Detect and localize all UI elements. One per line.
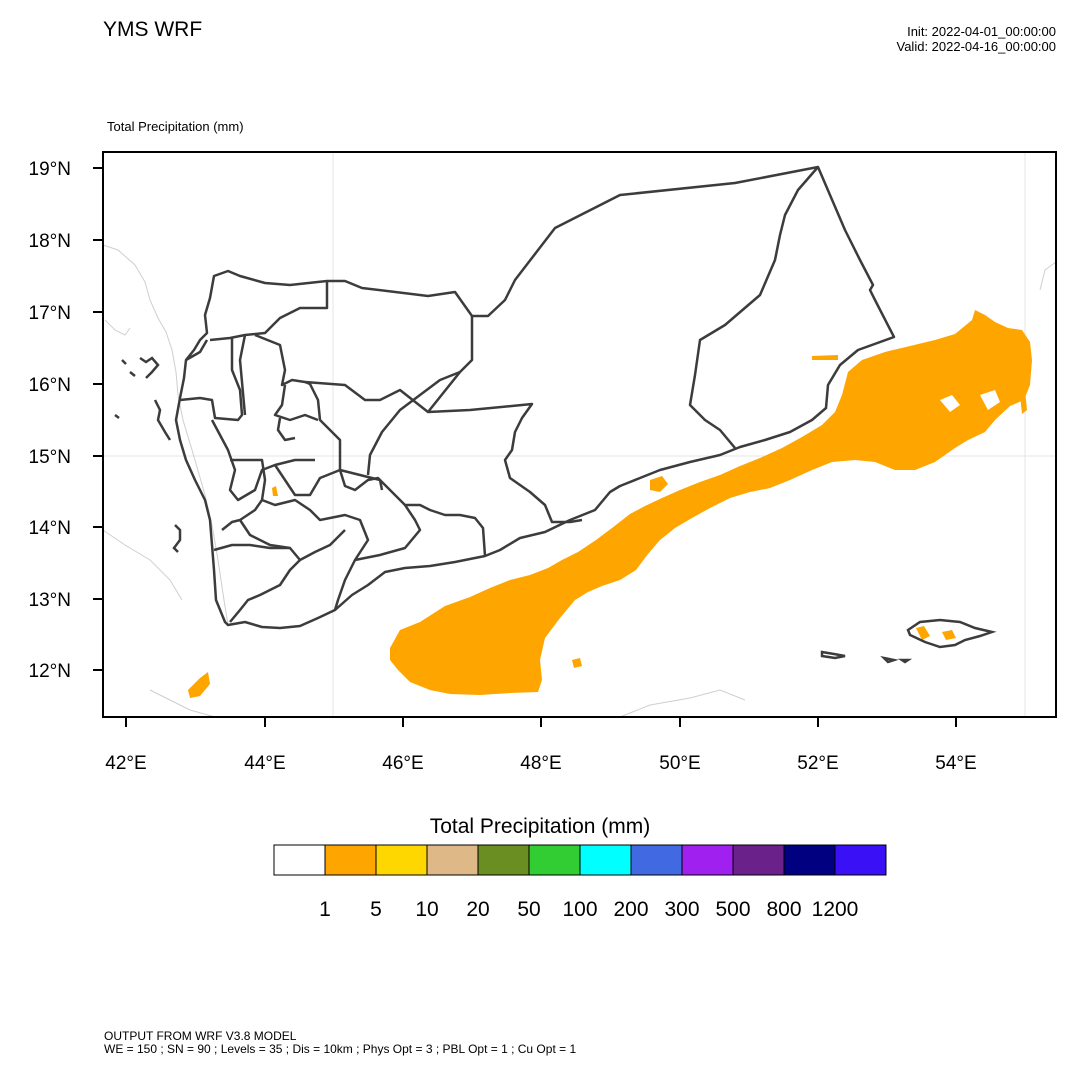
labelbar-title: Total Precipitation (mm) bbox=[429, 815, 651, 838]
model-footer: OUTPUT FROM WRF V3.8 MODEL WE = 150 ; SN… bbox=[104, 1030, 576, 1056]
islands bbox=[114, 356, 997, 664]
country-outline bbox=[174, 165, 896, 630]
lat-label: 13°N bbox=[29, 590, 71, 611]
lat-label: 15°N bbox=[29, 447, 71, 468]
labelbar-tick-label: 10 bbox=[415, 898, 438, 921]
labelbar-tick-label: 1200 bbox=[812, 898, 859, 921]
field-subtitle: Total Precipitation (mm) bbox=[107, 119, 244, 134]
labelbar-box bbox=[375, 844, 428, 876]
lon-label: 50°E bbox=[659, 753, 700, 774]
precip-patch-h bbox=[1020, 390, 1027, 414]
lon-label: 46°E bbox=[382, 753, 423, 774]
lon-label: 44°E bbox=[244, 753, 285, 774]
precip-main-band bbox=[390, 310, 1032, 695]
lon-label: 48°E bbox=[520, 753, 561, 774]
labelbar-tick-label: 200 bbox=[613, 898, 648, 921]
axis-ticks bbox=[93, 167, 957, 727]
labelbar-box bbox=[834, 844, 887, 876]
lon-label: 52°E bbox=[797, 753, 838, 774]
labelbar-box bbox=[477, 844, 530, 876]
precipitation-areas bbox=[188, 310, 1032, 698]
plot-title: YMS WRF bbox=[103, 18, 203, 41]
valid-time: Valid: 2022-04-16_00:00:00 bbox=[896, 39, 1057, 54]
labelbar-tick-label: 5 bbox=[370, 898, 382, 921]
labelbar-tick-label: 500 bbox=[715, 898, 750, 921]
lat-label: 16°N bbox=[29, 375, 71, 396]
labelbar-tick-label: 300 bbox=[664, 898, 699, 921]
labelbar-box bbox=[732, 844, 785, 876]
labelbar-tick-label: 50 bbox=[517, 898, 540, 921]
lat-label: 17°N bbox=[29, 303, 71, 324]
labelbar-tick-label: 100 bbox=[562, 898, 597, 921]
map-frame bbox=[102, 151, 1057, 718]
precip-patch-g bbox=[272, 486, 278, 496]
init-valid-times: Init: 2022-04-01_00:00:00 Valid: 2022-04… bbox=[897, 24, 1057, 54]
precip-patch-e bbox=[916, 626, 930, 640]
labelbar-box bbox=[630, 844, 683, 876]
precip-patch-c bbox=[572, 658, 582, 668]
labelbar-box bbox=[783, 844, 836, 876]
lon-label: 54°E bbox=[935, 753, 976, 774]
precip-patch-a bbox=[812, 355, 838, 360]
precip-patch-d bbox=[188, 672, 210, 698]
precip-patch-b bbox=[650, 476, 668, 492]
lon-label: 42°E bbox=[105, 753, 146, 774]
labelbar-box bbox=[426, 844, 479, 876]
footer-model-line: OUTPUT FROM WRF V3.8 MODEL bbox=[104, 1029, 297, 1043]
labelbar-box bbox=[273, 844, 326, 876]
coastlines bbox=[102, 244, 1057, 718]
precip-patch-f bbox=[942, 630, 956, 640]
lat-label: 19°N bbox=[29, 159, 71, 180]
labelbar-labels: 1 5 10 20 50 100 200 300 500 800 1200 bbox=[319, 898, 858, 921]
labelbar-tick-label: 800 bbox=[766, 898, 801, 921]
lat-label: 14°N bbox=[29, 518, 71, 539]
init-time: Init: 2022-04-01_00:00:00 bbox=[907, 24, 1056, 39]
labelbar-box bbox=[528, 844, 581, 876]
labelbar-tick-label: 1 bbox=[319, 898, 331, 921]
lat-label: 18°N bbox=[29, 231, 71, 252]
labelbar-boxes bbox=[273, 844, 887, 876]
footer-config-line: WE = 150 ; SN = 90 ; Levels = 35 ; Dis =… bbox=[104, 1042, 577, 1056]
lat-label: 12°N bbox=[29, 661, 71, 682]
labelbar-box bbox=[579, 844, 632, 876]
admin-borders bbox=[174, 165, 896, 630]
labelbar-box bbox=[324, 844, 377, 876]
socotra-island bbox=[906, 618, 997, 649]
map-plot: 19°N 18°N 17°N 16°N 15°N 14°N 13°N 12°N … bbox=[29, 151, 1057, 774]
labelbar-tick-label: 20 bbox=[466, 898, 489, 921]
labelbar-box bbox=[681, 844, 734, 876]
